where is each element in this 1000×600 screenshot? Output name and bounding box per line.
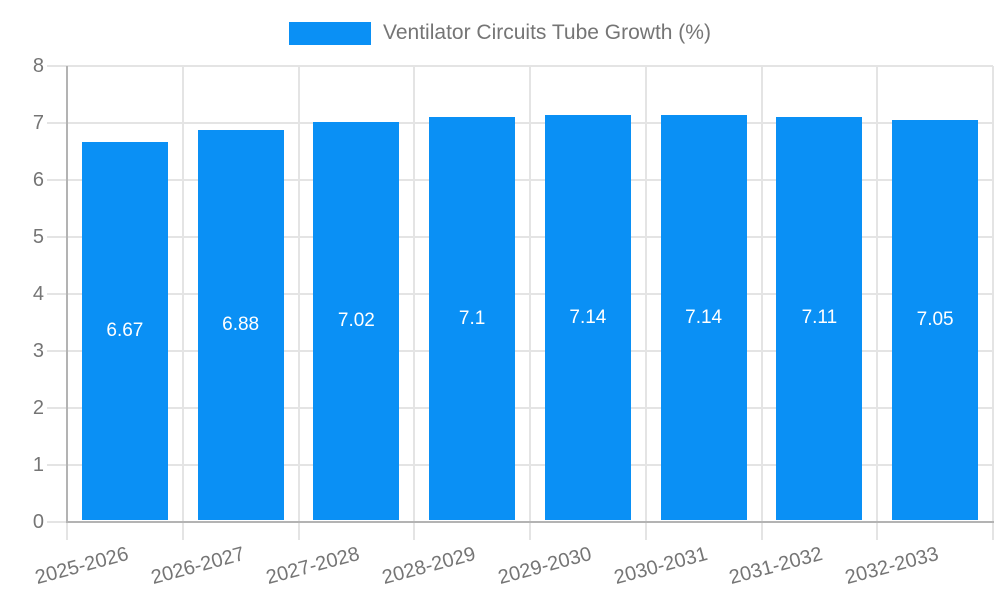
legend-swatch-icon [289,21,372,45]
x-axis-tick [876,522,879,540]
y-axis-tick [47,179,67,181]
y-axis-tick-label: 2 [32,397,44,419]
chart-legend[interactable]: Ventilator Circuits Tube Growth (%) [0,15,1000,51]
y-axis-tick-label: 8 [32,55,44,77]
y-axis-tick-label: 0 [32,511,44,533]
x-axis-tick [760,522,763,540]
y-axis-tick [47,407,67,409]
bar-value-label: 7.02 [337,309,375,331]
x-axis-tick [529,522,531,540]
bar: 7.11 [776,116,863,520]
y-axis-tick-label: 7 [32,112,44,134]
y-axis-line [66,66,68,522]
grid-line-vertical [529,66,531,522]
grid-line-vertical [644,66,647,522]
x-axis-tick [644,522,647,540]
bar: 7.1 [429,117,516,520]
bar-value-label: 7.05 [916,309,954,331]
y-axis-tick-label: 4 [32,283,44,305]
grid-line-vertical [876,66,879,522]
bar: 7.14 [544,115,631,520]
bar-value-label: 7.14 [569,306,607,328]
grid-line-vertical [413,66,416,522]
grid-line-vertical [992,66,994,522]
bar-value-label: 7.11 [801,307,838,329]
y-axis-tick-label: 3 [32,340,44,362]
grid-line-vertical [760,66,763,522]
x-axis-tick [413,522,416,540]
y-axis-tick [47,521,67,523]
legend-label: Ventilator Circuits Tube Growth (%) [383,21,711,44]
bar-value-label: 7.14 [685,306,723,328]
y-axis-tick [47,293,67,295]
bar: 6.67 [81,141,168,520]
bar-value-label: 6.67 [106,319,144,341]
y-axis-tick-label: 5 [32,226,44,248]
y-axis-tick [47,350,67,352]
x-axis-tick [181,522,184,540]
x-axis-tick [66,522,68,540]
bar-value-label: 6.88 [222,313,260,335]
y-axis-tick [47,464,67,466]
plot-area: 0 1 2 3 4 5 6 7 8 6.67 6.88 7.02 7.1 7.14 7.14 7.11 7.05… [33,55,994,589]
bar: 7.14 [660,115,747,520]
y-axis-tick [47,236,67,238]
y-axis-tick [47,122,67,124]
grid-line-vertical [297,66,300,522]
grid-line-vertical [181,66,184,522]
bar: 6.88 [197,129,284,520]
bar: 7.05 [892,120,979,520]
y-axis-tick-label: 1 [32,454,44,476]
x-axis-tick [297,522,300,540]
y-axis-tick-label: 6 [32,169,44,191]
x-axis-line [66,521,994,523]
bar-value-label: 7.1 [458,307,486,329]
x-axis-tick [992,522,994,540]
bar: 7.02 [313,121,400,520]
y-axis-tick [47,65,67,67]
